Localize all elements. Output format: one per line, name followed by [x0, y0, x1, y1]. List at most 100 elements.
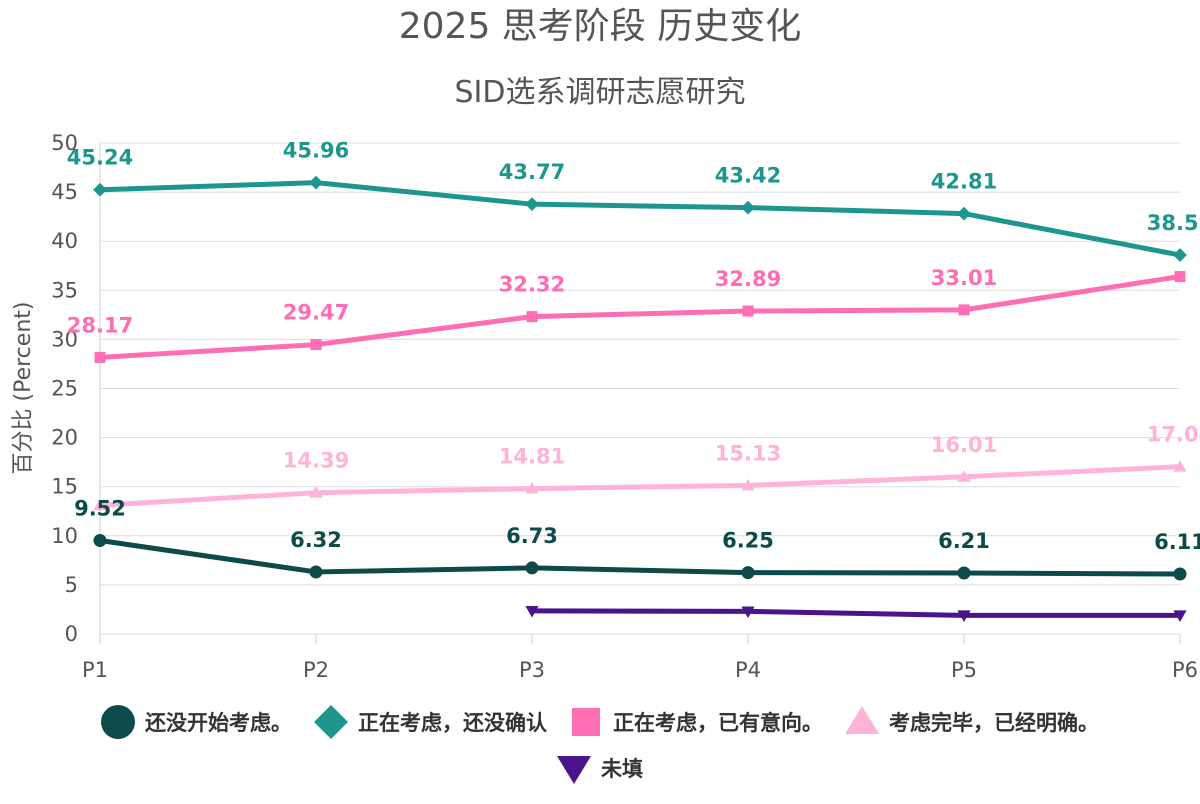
data-label: 16.01	[931, 433, 997, 457]
y-tick-label: 15	[51, 475, 78, 499]
legend-label: 正在考虑，还没确认	[358, 711, 547, 735]
data-point	[957, 610, 971, 622]
data-point	[309, 175, 323, 190]
y-tick-label: 0	[65, 622, 78, 646]
series-line	[97, 538, 1183, 577]
legend-label: 考虑完毕，已经明确。	[889, 711, 1099, 735]
data-label: 45.24	[67, 146, 133, 170]
y-tick-label: 30	[51, 327, 78, 351]
data-label: 6.21	[938, 529, 990, 553]
series-line	[97, 180, 1183, 258]
chart-subtitle: SID选系调研志愿研究	[455, 75, 746, 110]
x-tick-label: P1	[82, 658, 108, 682]
legend-label: 未填	[601, 757, 643, 781]
legend-item[interactable]: 还没开始考虑。	[101, 705, 292, 739]
data-label: 28.17	[67, 313, 133, 337]
data-point	[1173, 460, 1187, 472]
chart-title: 2025 思考阶段 历史变化	[399, 6, 802, 47]
data-point	[1173, 567, 1187, 581]
data-label: 6.73	[506, 524, 558, 548]
data-label: 9.52	[74, 497, 126, 521]
data-point	[741, 566, 755, 580]
data-point	[742, 305, 754, 317]
data-point	[525, 481, 539, 494]
legend-item[interactable]: 未填	[557, 756, 643, 784]
data-label: 32.32	[499, 273, 565, 297]
data-label: 38.59	[1147, 211, 1200, 235]
x-tick-label: P3	[519, 658, 545, 682]
data-point	[741, 478, 755, 491]
data-label: 15.13	[715, 441, 781, 465]
y-tick-label: 5	[65, 573, 78, 597]
data-point	[93, 498, 107, 511]
data-point	[93, 534, 107, 548]
data-label: 45.96	[283, 139, 349, 163]
x-tick-label: P6	[1172, 658, 1198, 682]
y-tick-label: 25	[51, 377, 78, 401]
y-tick-label: 20	[51, 426, 78, 450]
data-point	[309, 565, 323, 579]
series-1	[93, 175, 1187, 262]
data-label: 32.89	[715, 267, 781, 291]
data-point	[957, 566, 971, 580]
data-point	[958, 304, 970, 316]
y-tick-label: 35	[51, 278, 78, 302]
legend-item[interactable]: 正在考虑，已有意向。	[572, 708, 823, 736]
data-point	[1173, 248, 1187, 262]
data-point	[1174, 271, 1186, 283]
legend-item[interactable]: 正在考虑，还没确认	[314, 705, 547, 739]
data-point	[93, 182, 107, 197]
x-tick-label: P5	[951, 658, 977, 682]
legend-label: 正在考虑，已有意向。	[613, 711, 823, 735]
data-label: 29.47	[283, 301, 349, 325]
data-point	[525, 561, 539, 575]
data-point	[310, 339, 322, 351]
series-0	[93, 534, 1187, 581]
legend-item[interactable]: 考虑完毕，已经明确。	[845, 706, 1099, 735]
series-2	[94, 271, 1186, 363]
legend-swatch	[557, 756, 591, 784]
legend-swatch	[101, 705, 135, 739]
series-line	[97, 464, 1183, 508]
data-label: 42.81	[931, 170, 997, 194]
data-label: 6.11	[1154, 530, 1200, 554]
data-label: 33.01	[931, 266, 997, 290]
data-point	[1173, 610, 1187, 622]
legend-swatch	[845, 706, 879, 734]
y-tick-label: 40	[51, 229, 78, 253]
legend[interactable]: 还没开始考虑。 正在考虑，还没确认 正在考虑，已有意向。 考虑完毕，已经明确。未填	[101, 705, 1099, 784]
data-point	[309, 486, 323, 498]
series-line	[529, 608, 1183, 618]
data-point	[741, 606, 755, 619]
series-3	[93, 460, 1187, 511]
y-tick-label: 50	[51, 131, 78, 155]
x-tick-label: P4	[735, 658, 761, 682]
data-label: 43.42	[715, 164, 781, 188]
data-label: 43.77	[499, 160, 565, 184]
series-4	[525, 605, 1187, 622]
data-point	[525, 197, 539, 212]
data-point	[957, 470, 971, 482]
data-point	[957, 206, 971, 221]
data-point	[526, 311, 538, 323]
y-tick-label: 10	[51, 524, 78, 548]
data-label: 6.25	[722, 529, 774, 553]
data-point	[741, 200, 755, 215]
data-point	[94, 351, 106, 363]
series-line	[97, 274, 1183, 360]
y-axis-label: 百分比 (Percent)	[11, 302, 36, 475]
series-group	[93, 175, 1187, 622]
data-label: 14.81	[499, 445, 565, 469]
data-label: 17.04	[1147, 423, 1200, 447]
data-labels: 9.52 6.32 6.73 6.25 6.21 6.11 45.24 45.96 43.77 4…	[67, 139, 1200, 554]
x-tick-label: P2	[303, 658, 329, 682]
legend-label: 还没开始考虑。	[144, 711, 292, 735]
axes: 0 5 10 15 20 25 30 35 40 45 50 P1 P2 P3 P4 P5 P6	[51, 131, 1198, 682]
gridlines	[100, 142, 1180, 635]
legend-swatch	[314, 705, 348, 739]
data-point	[525, 605, 539, 618]
data-label: 6.32	[290, 528, 342, 552]
data-label: 14.39	[283, 449, 349, 473]
